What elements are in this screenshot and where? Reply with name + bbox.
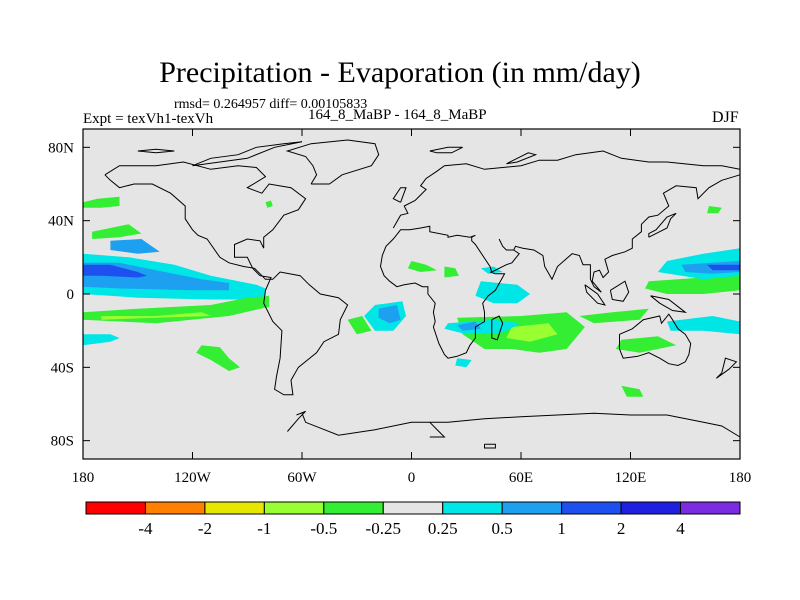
colorbar-label-0: -4: [138, 519, 153, 538]
contour-region-5: [101, 312, 211, 320]
colorbar-swatch-8: [561, 501, 622, 515]
colorbar-swatch-2: [204, 501, 265, 515]
contour-region-8: [92, 224, 142, 239]
contour-region-21: [707, 264, 740, 271]
colorbar-swatch-0: [85, 501, 146, 515]
coastline-antarctica: [301, 412, 741, 438]
colorbar-label-5: 0.25: [428, 519, 458, 538]
coastline-island-south: [484, 443, 496, 449]
y-tick-label: 80S: [51, 434, 74, 450]
coastline-british-isles: [392, 187, 407, 203]
x-tick-label: 180: [729, 470, 752, 486]
runs-label: 164_8_MaBP - 164_8_MaBP: [308, 107, 487, 123]
x-tick-label: 180: [72, 470, 95, 486]
colorbar-swatch-10: [680, 501, 741, 515]
colorbar-swatch-1: [144, 501, 206, 515]
coastline-arabia-gulf: [498, 238, 514, 251]
y-tick-label: 40S: [51, 360, 74, 376]
coastline-borneo: [609, 280, 630, 302]
experiment-label: Expt = texVh1-texVh: [83, 111, 214, 127]
coastline-eurasia-africa: [379, 150, 741, 359]
colorbar-swatch-9: [620, 501, 682, 515]
coastline-novaya-zemlya: [506, 152, 538, 165]
contour-region-2: [83, 264, 147, 278]
x-tick-label: 120E: [615, 470, 647, 486]
y-tick-label: 80N: [48, 140, 74, 156]
contour-region-29: [480, 266, 503, 274]
contour-region-31: [455, 358, 472, 368]
coastline-arctic-islands-na: [192, 141, 303, 167]
colorbar-swatch-5: [382, 501, 444, 515]
contour-region-7: [83, 196, 120, 208]
coastline-greenland: [285, 139, 380, 185]
coastline-new-zealand: [715, 357, 738, 379]
coastline-australia: [619, 313, 692, 367]
contour-region-24: [615, 336, 677, 353]
coastlines: [104, 139, 741, 449]
x-tick-label: 60E: [509, 470, 533, 486]
colorbar-label-2: -1: [257, 519, 271, 538]
contour-region-17: [457, 321, 481, 331]
contour-region-13: [475, 281, 531, 304]
contour-region-23: [667, 316, 740, 335]
y-tick-label: 40N: [48, 214, 74, 230]
season-label: DJF: [712, 109, 739, 126]
contour-region-27: [407, 261, 437, 272]
x-tick-label: 120W: [174, 470, 212, 486]
coastline-japan: [648, 212, 677, 238]
colorbar-swatch-7: [501, 501, 563, 515]
coastline-svalbard: [429, 146, 463, 154]
colorbar-label-9: 4: [676, 519, 685, 538]
coastline-sumatra: [584, 284, 607, 306]
coastline-arctic-islands-ne: [137, 148, 175, 154]
colorbar: -4 -2 -1 -0.5 -0.25 0.25 0.5 1 2 4: [85, 501, 741, 538]
axis-ticks: 180 120W 60W 0 60E 120E 180 80N 40N 0 40S 80S: [48, 129, 751, 486]
x-tick-label: 0: [408, 470, 416, 486]
coastline-madagascar: [491, 315, 504, 341]
contour-region-6: [83, 334, 120, 346]
coastline-ross-shelf: [429, 421, 446, 438]
coastline-antarctic-peninsula: [287, 410, 306, 432]
contour-region-28: [444, 266, 459, 278]
colorbar-label-7: 1: [557, 519, 566, 538]
contour-region-12: [347, 316, 372, 335]
colorbar-label-3: -0.5: [310, 519, 337, 538]
x-tick-label: 60W: [287, 470, 317, 486]
contour-region-25: [621, 385, 644, 397]
contour-region-9: [196, 345, 240, 371]
colorbar-swatch-6: [442, 501, 503, 515]
contour-region-15: [506, 323, 558, 342]
contour-region-22: [579, 308, 649, 324]
colorbar-label-4: -0.25: [366, 519, 401, 538]
colorbar-label-1: -2: [198, 519, 212, 538]
stats-line: rmsd= 0.264957 diff= 0.00105833: [174, 97, 368, 112]
chart-title: Precipitation - Evaporation (in mm/day): [159, 56, 641, 89]
colorbar-label-6: 0.5: [492, 519, 513, 538]
colorbar-swatch-3: [263, 501, 325, 515]
contour-region-11: [378, 305, 401, 324]
contour-region-3: [110, 239, 160, 254]
coastline-new-guinea: [650, 295, 688, 314]
colorbar-label-8: 2: [617, 519, 626, 538]
contour-region-18: [645, 275, 740, 294]
y-tick-label: 0: [67, 287, 75, 303]
coastline-americas: [104, 161, 349, 396]
colorbar-swatch-4: [323, 501, 384, 515]
contour-region-26: [707, 206, 722, 214]
contour-regions: [83, 196, 740, 397]
contour-region-30: [265, 200, 273, 208]
contour-region-16: [444, 319, 521, 335]
